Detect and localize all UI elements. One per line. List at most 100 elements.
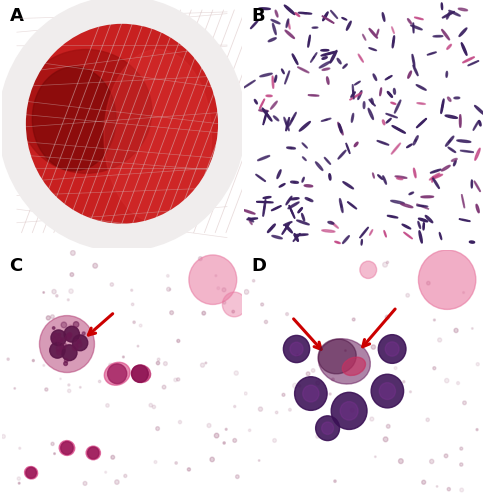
Ellipse shape	[397, 128, 405, 133]
Ellipse shape	[358, 54, 363, 62]
Ellipse shape	[289, 206, 293, 214]
Circle shape	[69, 324, 71, 328]
Ellipse shape	[285, 222, 290, 230]
Circle shape	[460, 488, 464, 492]
Ellipse shape	[347, 202, 356, 209]
Ellipse shape	[473, 120, 479, 130]
Ellipse shape	[294, 234, 298, 241]
Circle shape	[223, 442, 225, 444]
Ellipse shape	[339, 124, 341, 130]
Ellipse shape	[343, 182, 354, 189]
Circle shape	[68, 332, 72, 337]
Ellipse shape	[401, 204, 413, 208]
Circle shape	[40, 316, 95, 372]
Circle shape	[379, 382, 396, 400]
Ellipse shape	[412, 54, 415, 66]
Ellipse shape	[322, 230, 335, 232]
Circle shape	[17, 15, 227, 233]
Circle shape	[43, 364, 45, 366]
Ellipse shape	[294, 182, 298, 184]
Ellipse shape	[285, 225, 292, 233]
Circle shape	[124, 474, 127, 478]
Circle shape	[352, 318, 355, 321]
Ellipse shape	[433, 178, 440, 188]
Circle shape	[133, 321, 135, 324]
Circle shape	[426, 418, 429, 422]
Circle shape	[385, 315, 389, 320]
Ellipse shape	[447, 44, 452, 50]
Circle shape	[394, 366, 397, 370]
Circle shape	[316, 381, 320, 385]
Ellipse shape	[360, 227, 369, 238]
Ellipse shape	[279, 184, 285, 187]
Circle shape	[137, 346, 139, 347]
Ellipse shape	[270, 224, 275, 230]
Ellipse shape	[404, 232, 412, 239]
Circle shape	[64, 358, 68, 362]
Ellipse shape	[433, 36, 443, 37]
Ellipse shape	[395, 176, 407, 178]
Ellipse shape	[262, 108, 269, 116]
Circle shape	[316, 416, 340, 440]
Ellipse shape	[459, 219, 470, 222]
Ellipse shape	[392, 40, 394, 48]
Circle shape	[32, 360, 34, 362]
Ellipse shape	[286, 196, 292, 204]
Circle shape	[223, 301, 226, 304]
Ellipse shape	[275, 76, 277, 82]
Circle shape	[433, 319, 435, 321]
Ellipse shape	[391, 200, 404, 204]
Ellipse shape	[346, 21, 351, 30]
Ellipse shape	[321, 50, 329, 51]
Ellipse shape	[288, 202, 299, 208]
Circle shape	[312, 368, 315, 372]
Circle shape	[447, 488, 451, 491]
Circle shape	[71, 250, 75, 256]
Circle shape	[215, 274, 217, 276]
Ellipse shape	[249, 220, 252, 224]
Circle shape	[7, 358, 9, 360]
Ellipse shape	[447, 12, 450, 19]
Circle shape	[46, 316, 50, 320]
Ellipse shape	[341, 204, 343, 212]
Circle shape	[236, 475, 239, 478]
Ellipse shape	[408, 71, 412, 78]
Ellipse shape	[407, 144, 412, 148]
Circle shape	[334, 480, 336, 482]
Ellipse shape	[286, 19, 289, 28]
Text: D: D	[251, 258, 266, 276]
Ellipse shape	[342, 357, 366, 376]
Circle shape	[62, 345, 77, 360]
Circle shape	[53, 333, 57, 338]
Ellipse shape	[416, 204, 429, 209]
Circle shape	[14, 388, 15, 389]
Ellipse shape	[448, 97, 451, 102]
Circle shape	[398, 458, 403, 464]
Circle shape	[43, 292, 44, 294]
Circle shape	[56, 294, 58, 297]
Circle shape	[371, 374, 404, 408]
Ellipse shape	[409, 192, 413, 194]
Circle shape	[174, 378, 177, 382]
Circle shape	[178, 420, 182, 424]
Ellipse shape	[256, 174, 266, 182]
Circle shape	[57, 341, 60, 344]
Ellipse shape	[286, 118, 289, 131]
Ellipse shape	[104, 362, 130, 385]
Ellipse shape	[418, 222, 421, 228]
Ellipse shape	[372, 173, 374, 178]
Ellipse shape	[411, 25, 422, 30]
Circle shape	[169, 288, 170, 290]
Ellipse shape	[302, 143, 307, 148]
Ellipse shape	[131, 365, 151, 382]
Ellipse shape	[308, 199, 313, 202]
Ellipse shape	[354, 142, 358, 146]
Ellipse shape	[248, 218, 254, 222]
Ellipse shape	[369, 48, 376, 50]
Ellipse shape	[413, 139, 416, 145]
Circle shape	[386, 261, 389, 264]
Circle shape	[329, 393, 331, 395]
Ellipse shape	[263, 202, 273, 203]
Ellipse shape	[322, 68, 330, 70]
Ellipse shape	[292, 54, 296, 60]
